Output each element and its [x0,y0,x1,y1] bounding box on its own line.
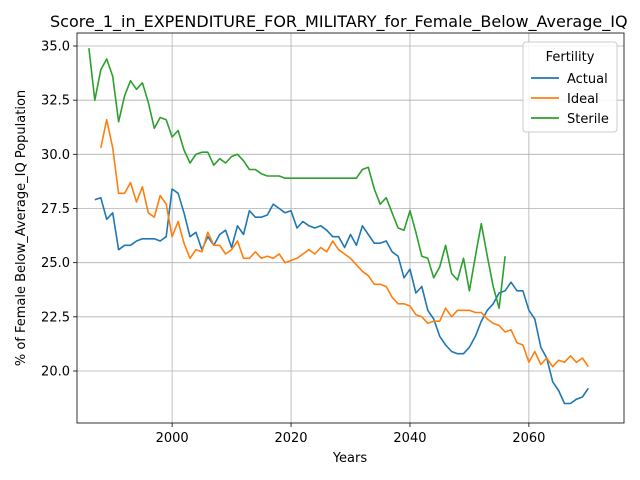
legend-label-sterile: Sterile [567,112,609,127]
x-axis-label: Years [332,451,368,466]
y-tick-label: 20.0 [41,365,70,380]
y-tick-label: 35.0 [41,40,70,55]
legend-label-ideal: Ideal [567,92,599,107]
x-tick-label: 2060 [512,431,545,446]
chart-title: Score_1_in_EXPENDITURE_FOR_MILITARY_for_… [50,12,628,32]
legend-title: Fertility [546,50,595,65]
y-tick-label: 30.0 [41,148,70,163]
legend-label-actual: Actual [567,72,608,87]
x-tick-label: 2020 [274,431,307,446]
y-tick-label: 32.5 [41,94,70,109]
y-axis-label: % of Female Below_Average_IQ Population [14,90,29,366]
x-tick-label: 2000 [156,431,189,446]
legend: Fertility Actual Ideal Sterile [523,42,617,132]
y-tick-label: 27.5 [41,202,70,217]
y-tick-label: 25.0 [41,256,70,271]
y-tick-label: 22.5 [41,310,70,325]
x-tick-label: 2040 [393,431,426,446]
